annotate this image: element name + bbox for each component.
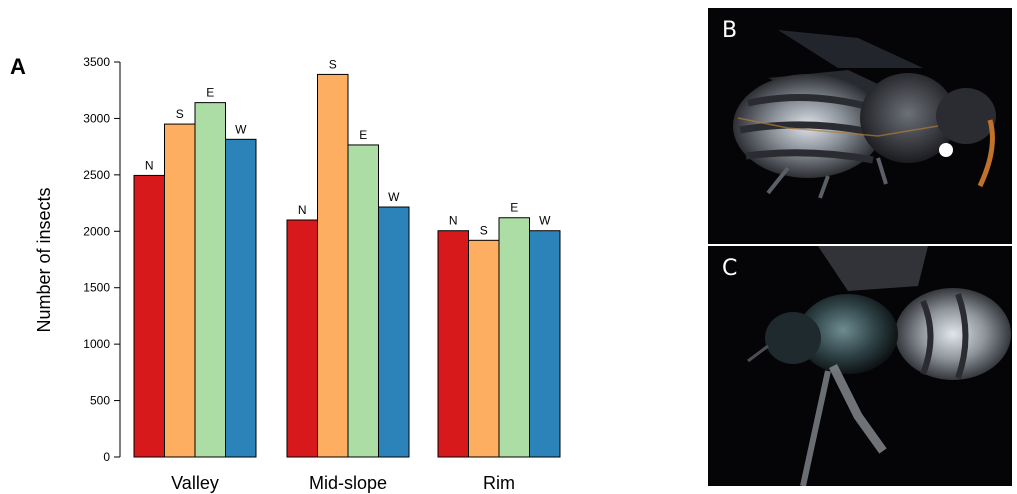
bar-valley-e bbox=[194, 102, 226, 458]
y-axis-label: Number of insects bbox=[34, 187, 54, 332]
bar-valley-w bbox=[225, 138, 257, 458]
panel-label-a: A bbox=[10, 54, 26, 79]
panel-label-b: B bbox=[722, 18, 738, 43]
photo-panel-b: B bbox=[708, 8, 1012, 244]
photo-panel-c: C bbox=[708, 246, 1012, 486]
bar-data-label: E bbox=[510, 201, 518, 215]
bar-data-label: W bbox=[235, 122, 247, 136]
bar-rim-e bbox=[498, 217, 530, 458]
y-axis: 0 500 1000 1500 2000 2500 3000 3500 bbox=[83, 55, 121, 464]
bar-midslope-e bbox=[347, 144, 379, 458]
bar-data-label: W bbox=[539, 214, 551, 228]
bee-photo-dorsal bbox=[708, 8, 1012, 244]
bar-rim-w bbox=[529, 230, 561, 458]
bee-photo-dorsal-blue bbox=[708, 246, 1012, 486]
y-tick-label: 3500 bbox=[83, 55, 110, 69]
bar-data-label: N bbox=[449, 214, 458, 228]
bars bbox=[133, 73, 561, 458]
bar-data-label: N bbox=[145, 158, 154, 172]
y-tick-label: 1000 bbox=[83, 337, 110, 351]
bar-valley-s bbox=[164, 123, 196, 458]
y-tick-label: 500 bbox=[90, 394, 110, 408]
bar-chart: 0 500 1000 1500 2000 2500 3000 3500 N S E W N S E W N S E… bbox=[34, 55, 561, 493]
bar-midslope-s bbox=[317, 73, 349, 458]
bar-rim-n bbox=[437, 230, 469, 458]
bar-valley-n bbox=[133, 174, 165, 458]
bar-data-label: S bbox=[329, 57, 337, 71]
bar-data-label: E bbox=[206, 86, 214, 100]
y-tick-label: 2000 bbox=[83, 224, 110, 238]
y-tick-label: 2500 bbox=[83, 168, 110, 182]
category-label: Mid-slope bbox=[309, 473, 387, 493]
category-labels: Valley Mid-slope Rim bbox=[171, 473, 515, 493]
bar-labels: N S E W N S E W N S E W bbox=[145, 57, 551, 237]
y-tick-label: 0 bbox=[103, 450, 110, 464]
bar-midslope-n bbox=[286, 219, 318, 458]
y-tick-label: 1500 bbox=[83, 281, 110, 295]
bar-data-label: S bbox=[480, 223, 488, 237]
bar-midslope-w bbox=[378, 206, 410, 458]
category-label: Valley bbox=[171, 473, 219, 493]
bar-data-label: S bbox=[176, 107, 184, 121]
bar-rim-s bbox=[468, 239, 500, 458]
bar-data-label: N bbox=[298, 203, 307, 217]
bar-data-label: E bbox=[359, 128, 367, 142]
category-label: Rim bbox=[483, 473, 515, 493]
panel-label-c: C bbox=[722, 256, 738, 281]
bar-data-label: W bbox=[388, 190, 400, 204]
y-tick-label: 3000 bbox=[83, 111, 110, 125]
